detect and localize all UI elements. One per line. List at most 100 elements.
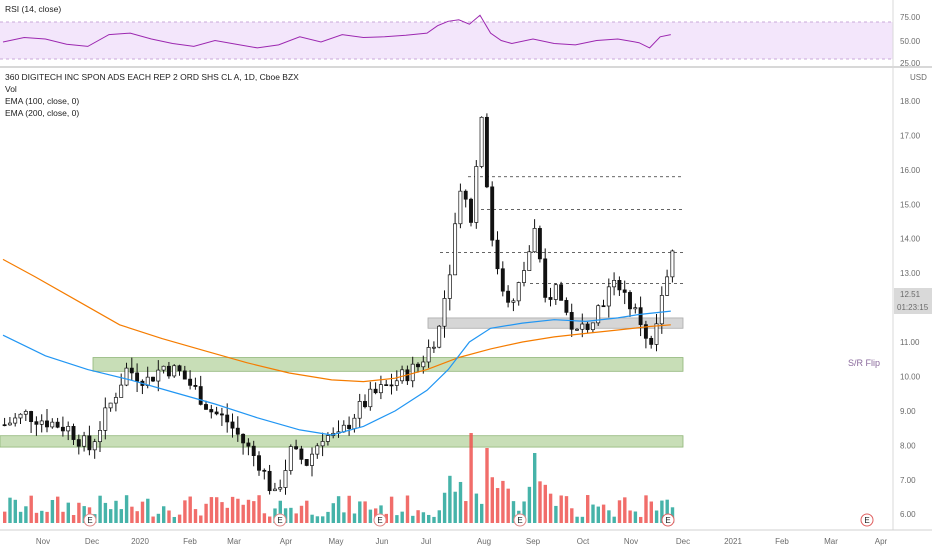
candle-body — [34, 421, 39, 425]
candle-body — [378, 384, 383, 394]
time-axis: Nov Dec 2020 Feb Mar Apr May Jun Jul Aug Sep Oct Nov… — [36, 537, 888, 546]
volume-bar — [236, 498, 240, 523]
candle-body — [596, 305, 601, 324]
candle-body — [421, 361, 426, 368]
candle-body — [267, 470, 272, 492]
volume-bar — [162, 506, 166, 523]
candle-body — [638, 307, 643, 325]
volume-bar — [241, 504, 245, 523]
volume-bar — [268, 516, 272, 523]
volume-bar — [389, 496, 394, 523]
candle-body — [458, 190, 463, 225]
volume-bar — [230, 496, 235, 523]
earnings-badge[interactable]: E — [860, 513, 874, 527]
time-tick-7: Jun — [376, 537, 389, 546]
candle-body — [511, 300, 516, 303]
earnings-badge[interactable]: E — [373, 513, 387, 527]
volume-bar — [607, 510, 611, 523]
candle-body — [601, 305, 606, 308]
resistance-zone — [427, 317, 684, 329]
rsi-pane: RSI (14, close) 75.00 50.00 25.00 — [0, 4, 921, 68]
volume-bar — [40, 510, 44, 523]
candle-body — [479, 116, 484, 167]
volume-bar — [257, 495, 261, 523]
volume-bar — [506, 488, 510, 523]
time-tick-10: Sep — [526, 537, 541, 546]
candle-body — [522, 270, 526, 283]
candle-body — [145, 376, 150, 386]
candle-body — [553, 284, 558, 300]
candle-body — [310, 453, 314, 466]
earnings-badge[interactable]: E — [273, 513, 287, 527]
volume-bar — [612, 516, 616, 523]
sr-flip-label: S/R Flip — [848, 358, 880, 368]
volume-bar — [3, 511, 7, 523]
legend-ema200: EMA (200, close, 0) — [5, 108, 79, 118]
candle-body — [294, 446, 299, 450]
volume-bar — [559, 495, 563, 523]
candle-body — [124, 367, 129, 386]
candle-body — [474, 166, 479, 223]
candle-body — [29, 411, 34, 423]
time-tick-17: Apr — [875, 537, 888, 546]
earnings-badge[interactable]: E — [661, 513, 675, 527]
candle-body — [469, 198, 473, 223]
candle-body — [288, 446, 293, 471]
price-tick-8.00: 8.00 — [900, 441, 916, 450]
candle-body — [580, 323, 585, 330]
candle-body — [55, 421, 60, 428]
volume-bar — [71, 515, 76, 523]
volume-bar — [649, 501, 653, 523]
candle-body — [278, 487, 283, 490]
candle-body — [45, 420, 49, 428]
volume-bar — [215, 497, 219, 523]
volume-bar — [639, 516, 643, 523]
volume-bar — [119, 509, 123, 523]
current-price-tag: 12.51 01:23:15 — [894, 288, 932, 314]
candle-body — [76, 439, 81, 447]
volume-bar — [156, 513, 161, 523]
candle-body — [400, 369, 405, 382]
legend-vol: Vol — [5, 84, 17, 94]
candle-body — [320, 441, 325, 447]
candle-body — [198, 386, 203, 405]
volume-bar — [538, 481, 542, 523]
candle-body — [108, 402, 113, 409]
earnings-badge[interactable]: E — [513, 513, 527, 527]
candle-body — [500, 268, 505, 292]
candle-body — [590, 322, 595, 331]
candle-body — [490, 186, 495, 241]
volume-bar — [533, 453, 537, 523]
candle-body — [416, 363, 420, 368]
volume-bar — [591, 504, 595, 523]
rsi-tick-75: 75.00 — [900, 13, 921, 22]
price-tick-18.00: 18.00 — [900, 97, 921, 106]
time-tick-13: Dec — [676, 537, 690, 546]
volume-bar — [321, 516, 325, 523]
volume-bar — [225, 507, 229, 523]
volume-bar — [262, 513, 267, 523]
volume-bar — [204, 503, 208, 523]
volume-bar — [501, 480, 505, 523]
earnings-badge-circle — [83, 513, 97, 527]
candle-body — [172, 365, 177, 377]
volume-bar — [347, 495, 351, 523]
volume-bar — [220, 502, 224, 523]
earnings-badge[interactable]: E — [83, 513, 97, 527]
candle-body — [119, 384, 124, 398]
candle-body — [654, 323, 659, 345]
volume-bar — [660, 500, 664, 523]
volume-bar — [24, 506, 28, 523]
candle-body — [151, 376, 155, 382]
candle-body — [209, 409, 214, 413]
price-tick-9.00: 9.00 — [900, 407, 916, 416]
ema200-line — [2, 258, 671, 383]
candle-body — [325, 435, 330, 442]
volume-bar — [13, 499, 17, 523]
candle-body — [665, 276, 670, 296]
candle-body — [437, 325, 442, 348]
volume-bar — [580, 516, 585, 523]
volume-bar — [310, 514, 314, 523]
